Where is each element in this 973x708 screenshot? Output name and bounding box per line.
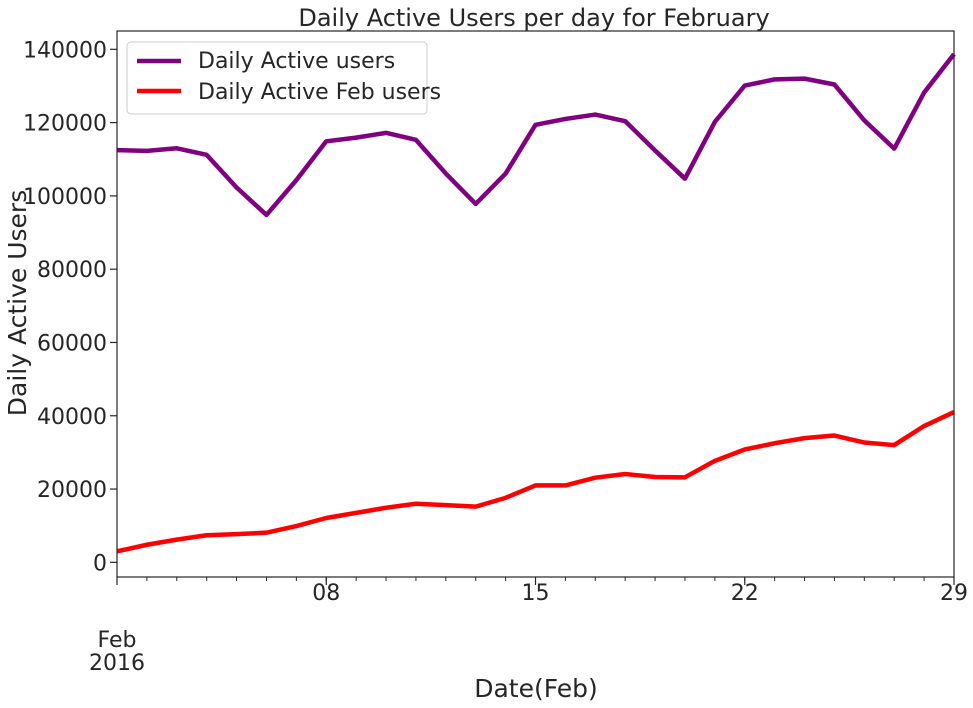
x-tick-label: 22 — [731, 581, 759, 606]
chart-title: Daily Active Users per day for February — [298, 4, 769, 32]
y-tick-label: 0 — [93, 551, 107, 576]
x-tick-label: 29 — [940, 581, 968, 606]
x-tick-sublabel: 2016 — [89, 651, 145, 676]
series-layer — [116, 52, 956, 554]
legend: Daily Active users Daily Active Feb user… — [126, 41, 441, 115]
y-tick-label: 20000 — [37, 478, 107, 503]
daily-active-feb-users-line — [116, 410, 955, 554]
y-tick-label: 60000 — [37, 331, 107, 356]
legend-box — [126, 41, 428, 115]
y-axis-label: Daily Active Users — [3, 190, 32, 417]
y-tick-label: 140000 — [23, 38, 107, 63]
x-axis-label: Date(Feb) — [474, 674, 598, 703]
plot-frame — [116, 30, 955, 578]
y-tick-label: 120000 — [23, 112, 107, 137]
x-tick-label: Feb — [98, 628, 137, 653]
legend-label-daily-active-users: Daily Active users — [198, 49, 395, 74]
y-tick-label: 40000 — [37, 405, 107, 430]
y-tick-label: 80000 — [37, 258, 107, 283]
daily-active-users-line — [116, 52, 956, 218]
y-tick-label: 100000 — [23, 185, 107, 210]
ticks-layer: 0 20000 40000 60000 80000 100000 120000 140000 F… — [23, 38, 968, 676]
x-tick-label: 08 — [312, 581, 340, 606]
x-tick-label: 15 — [522, 581, 550, 606]
legend-label-daily-active-feb-users: Daily Active Feb users — [198, 80, 441, 105]
